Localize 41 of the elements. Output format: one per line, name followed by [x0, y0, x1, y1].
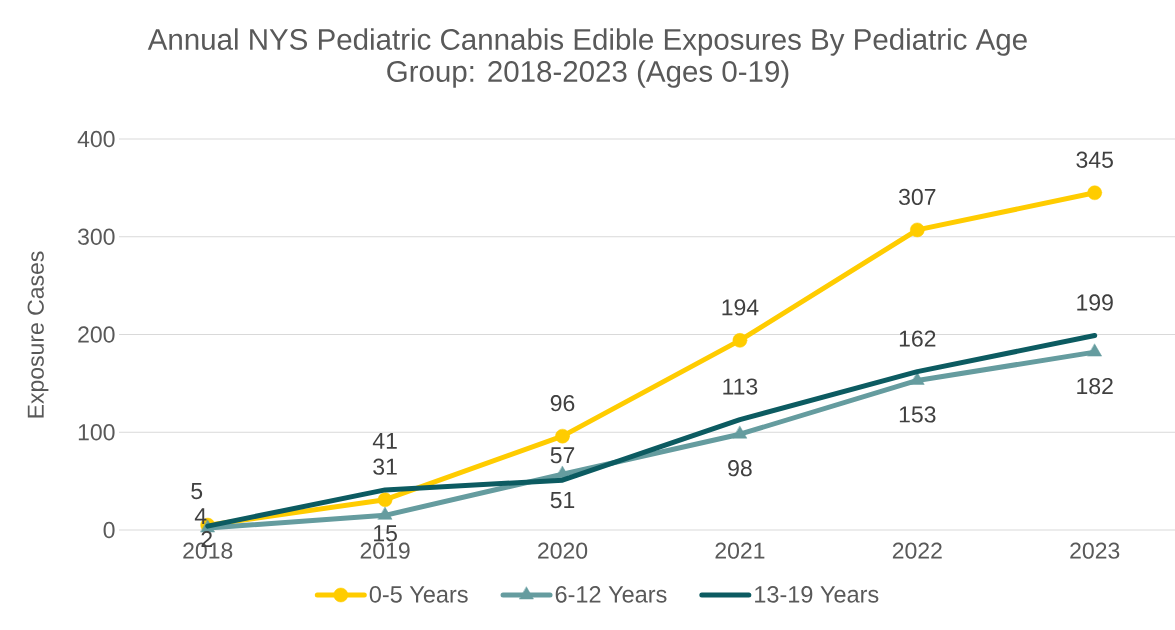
- y-tick-label: 200: [78, 326, 115, 343]
- data-label: 162: [899, 330, 936, 347]
- x-tick-label: 2019: [360, 542, 410, 559]
- data-label: 194: [722, 299, 759, 316]
- data-label: 113: [723, 378, 758, 395]
- chart-title: Annual NYS Pediatric Cannabis Edible Exposures By Pediatric Age Group: 2018-2023 (Ages 0-19): [147, 28, 1027, 88]
- y-tick-label: 300: [77, 228, 115, 245]
- point: [555, 428, 570, 444]
- point: [732, 333, 748, 348]
- y-tick-label: 400: [77, 130, 115, 148]
- x-tick-label: 2023: [1070, 542, 1120, 559]
- data-label: 98: [728, 460, 752, 477]
- data-label: 41: [372, 433, 397, 449]
- legend-label: 0-5 Years: [369, 586, 468, 603]
- point: [732, 425, 748, 439]
- y-tick-label: 0: [103, 521, 115, 539]
- y-tick-label: 100: [78, 424, 115, 441]
- point: [910, 372, 925, 385]
- data-label: 4: [194, 508, 207, 524]
- data-label: 199: [1077, 294, 1113, 311]
- point: [1087, 185, 1102, 201]
- data-label: 5: [191, 483, 203, 500]
- data-label: 345: [1076, 151, 1113, 168]
- point: [910, 222, 925, 238]
- x-tick-label: 2022: [892, 542, 942, 559]
- data-label: 51: [550, 492, 575, 509]
- legend-label: 6-12 Years: [555, 586, 667, 603]
- data-label: 31: [373, 458, 397, 475]
- point: [1087, 343, 1102, 357]
- data-label: 307: [898, 188, 936, 206]
- data-label: 182: [1077, 377, 1113, 395]
- data-label: 15: [374, 525, 397, 542]
- x-tick-label: 2020: [538, 542, 588, 559]
- point: [377, 492, 393, 507]
- data-label: 57: [550, 447, 575, 464]
- legend-label: 13-19 Years: [755, 586, 879, 603]
- data-label: 96: [550, 395, 575, 412]
- data-label: 153: [899, 406, 936, 423]
- y-axis-title: Exposure Cases: [27, 251, 49, 418]
- x-tick-label: 2021: [715, 542, 765, 559]
- point: [377, 507, 393, 520]
